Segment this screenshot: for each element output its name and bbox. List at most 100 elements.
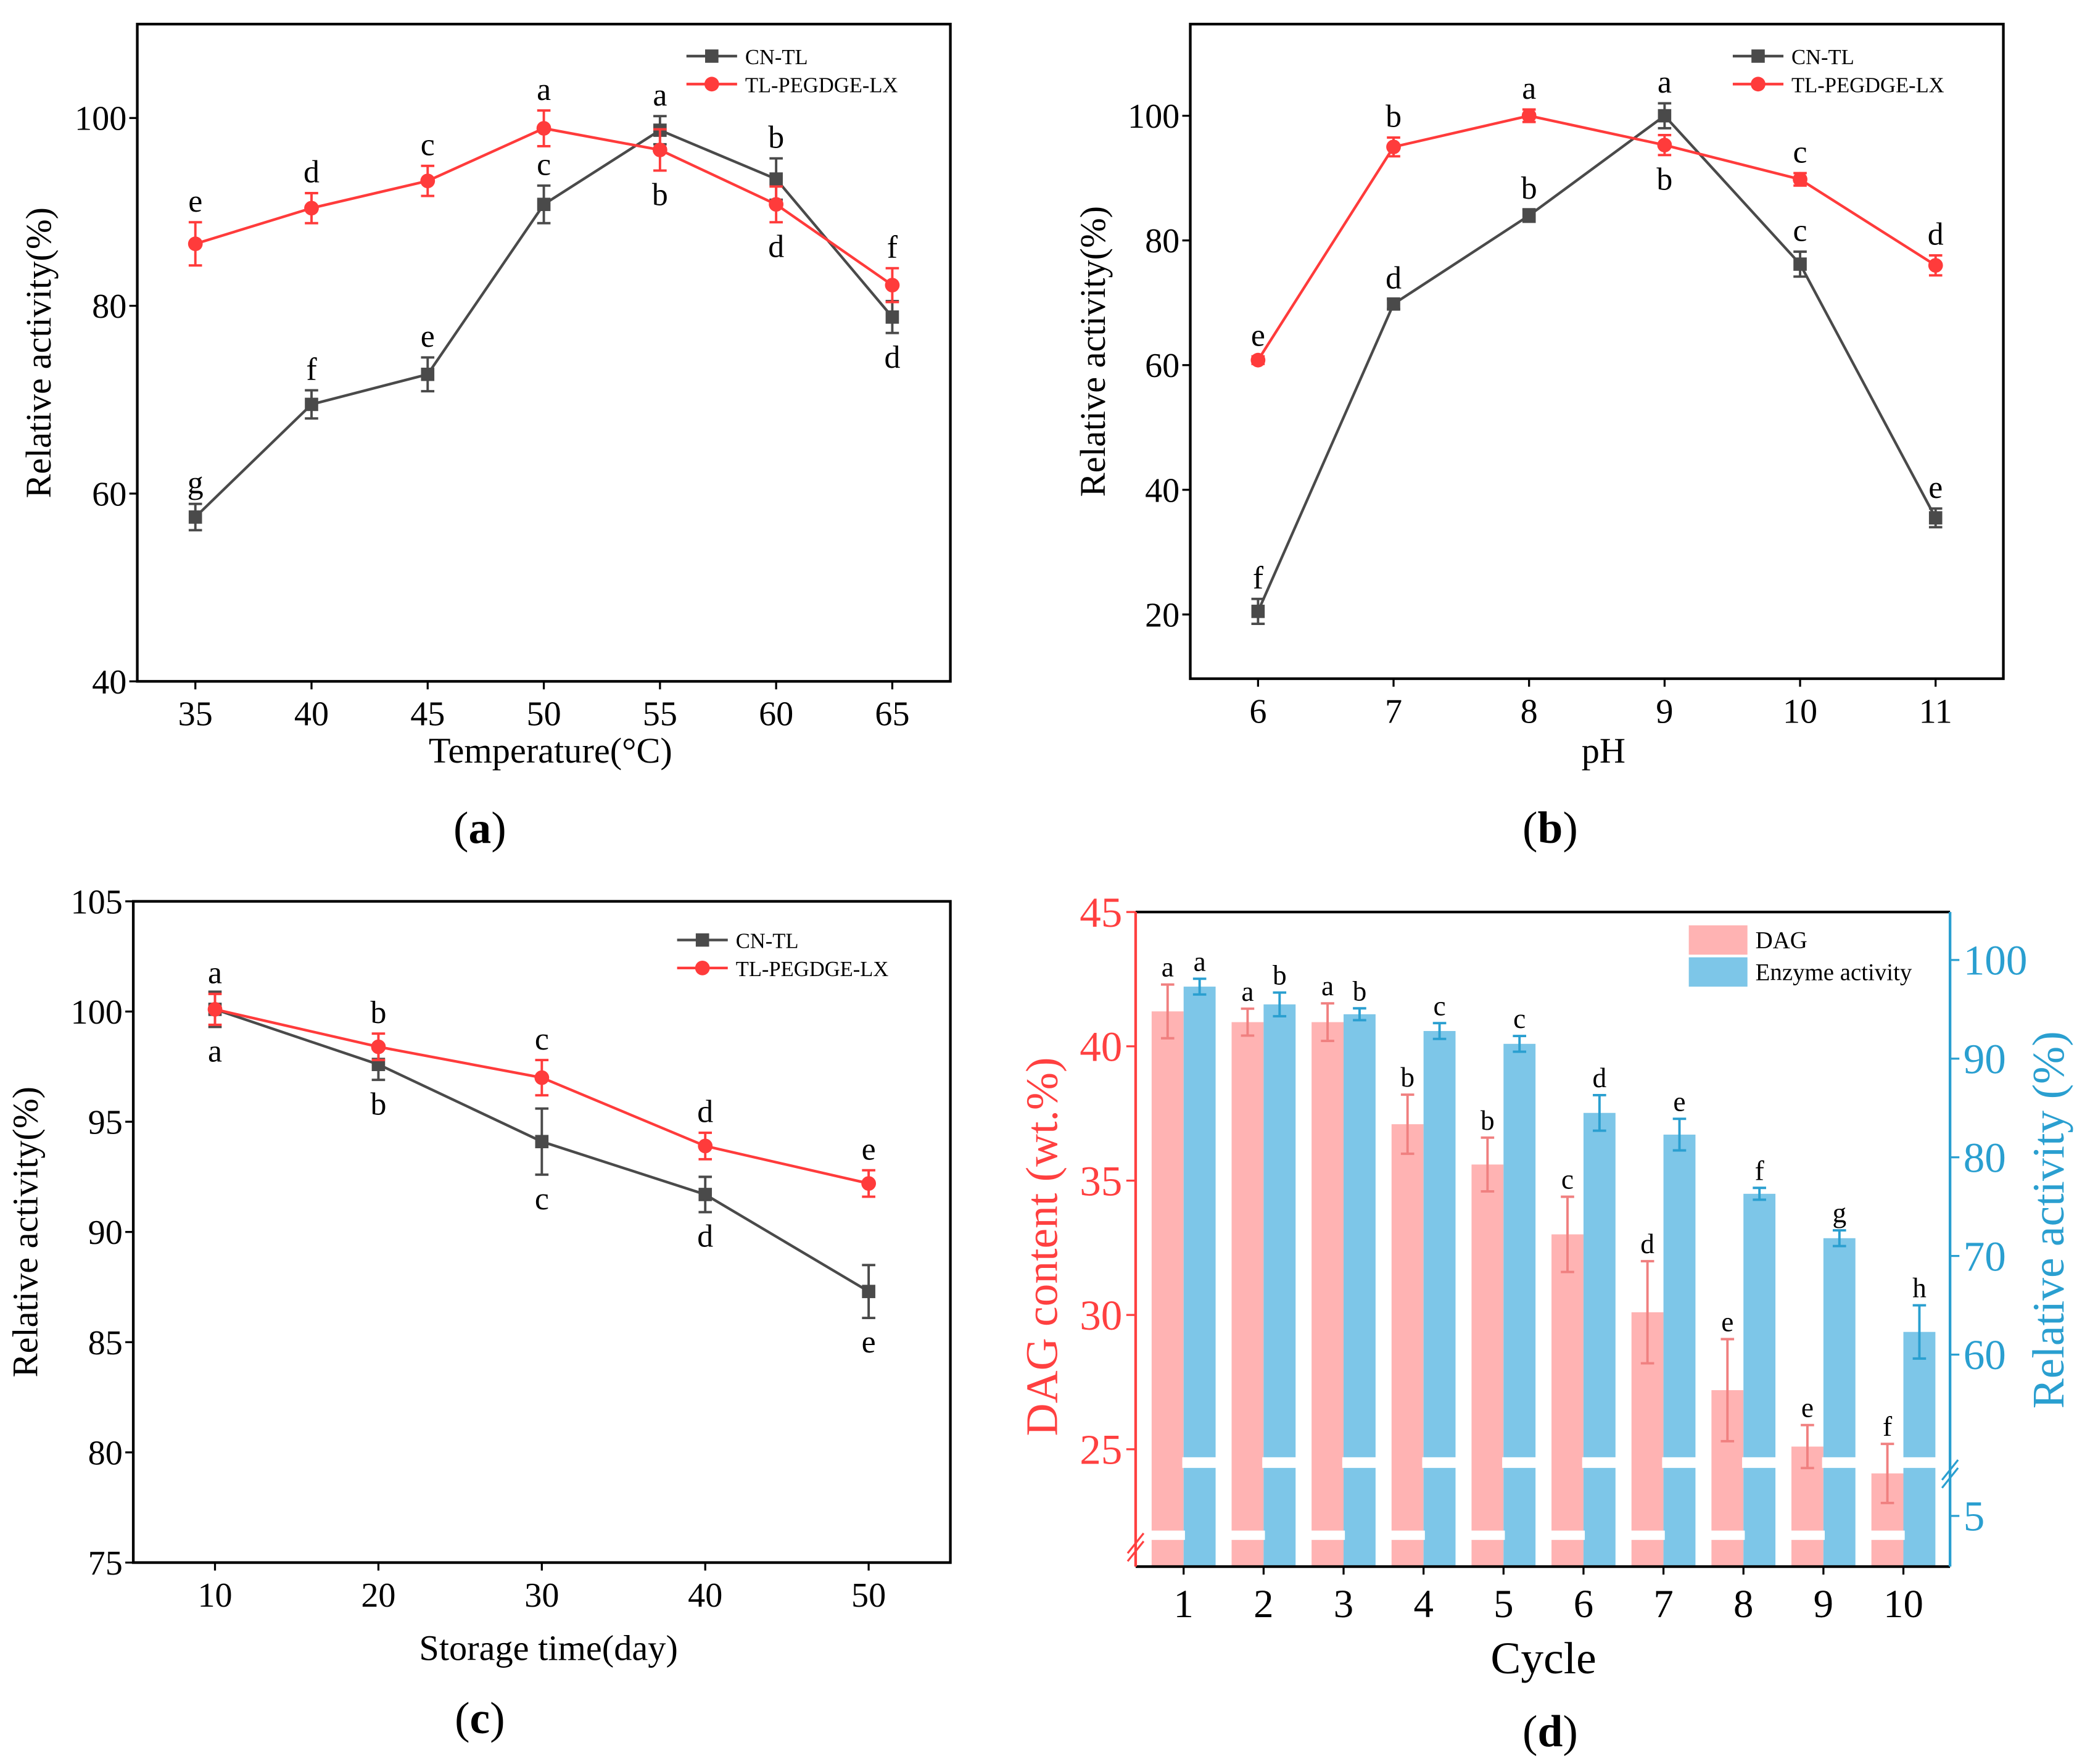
error-bar bbox=[1160, 983, 1175, 1040]
right-y-tick-label: 100 bbox=[1964, 937, 2028, 984]
y-tick-label: 75 bbox=[88, 1544, 123, 1583]
significance-letter: e bbox=[188, 184, 202, 219]
x-tick-label: 30 bbox=[524, 1576, 559, 1615]
data-point-square bbox=[188, 510, 202, 524]
y-tick-label: 40 bbox=[1145, 471, 1179, 510]
left-y-tick-label: 45 bbox=[1080, 888, 1122, 936]
error-bar bbox=[1801, 1423, 1814, 1470]
significance-letter: d bbox=[1593, 1062, 1607, 1093]
axis-break-gap bbox=[1790, 1530, 1825, 1540]
right-y-tick-label: 90 bbox=[1964, 1035, 2006, 1083]
x-tick-label: 20 bbox=[361, 1576, 395, 1615]
data-point-circle bbox=[207, 1001, 223, 1017]
right-axis-break-mark bbox=[1941, 1459, 1959, 1489]
significance-letter: c bbox=[1793, 213, 1807, 249]
error-bar bbox=[1481, 1136, 1495, 1193]
significance-letter: b bbox=[1353, 975, 1367, 1006]
significance-letter: c bbox=[421, 128, 435, 163]
legend-label: Enzyme activity bbox=[1756, 959, 1912, 985]
left-y-tick-label: 35 bbox=[1080, 1157, 1122, 1204]
legend-label: DAG bbox=[1756, 927, 1807, 953]
significance-letter: b bbox=[1656, 162, 1672, 197]
axis-break-gap bbox=[1262, 1457, 1297, 1468]
data-point-circle bbox=[536, 121, 551, 136]
significance-letter: b bbox=[1386, 99, 1402, 135]
significance-letter: d bbox=[697, 1095, 713, 1130]
y-tick-label: 60 bbox=[92, 475, 126, 513]
x-tick-label: 3 bbox=[1334, 1582, 1353, 1626]
significance-letter: d bbox=[697, 1219, 713, 1254]
significance-letter: c bbox=[535, 1022, 549, 1057]
legend-label: TL-PEGDGE-LX bbox=[1791, 73, 1944, 97]
y-tick-label: 100 bbox=[75, 100, 126, 138]
axis-break-gap bbox=[1582, 1457, 1617, 1468]
data-point-square bbox=[421, 367, 435, 381]
significance-letter: c bbox=[537, 147, 551, 183]
significance-letter: f bbox=[1253, 560, 1264, 595]
error-bar bbox=[1880, 1443, 1894, 1504]
legend-swatch bbox=[1688, 925, 1748, 955]
data-point-circle bbox=[534, 1070, 550, 1085]
y-axis-label: Relative activity(%) bbox=[19, 207, 59, 498]
x-tick-label: 1 bbox=[1174, 1582, 1194, 1626]
data-point-circle bbox=[698, 1138, 713, 1154]
bar-dag bbox=[1471, 1164, 1504, 1567]
legend-marker-circle bbox=[695, 960, 710, 975]
x-tick-label: 7 bbox=[1653, 1582, 1673, 1626]
panel-label-paren: ( bbox=[1522, 803, 1537, 853]
x-tick-label: 10 bbox=[1783, 692, 1817, 731]
legend-marker-square bbox=[1751, 49, 1765, 63]
significance-letter: f bbox=[1883, 1411, 1893, 1442]
panel-label: (c) bbox=[455, 1693, 505, 1743]
significance-letter: e bbox=[1721, 1306, 1733, 1337]
panel-label: (a) bbox=[453, 803, 506, 853]
y-tick-label: 100 bbox=[71, 993, 123, 1032]
bar-enzyme-activity bbox=[1743, 1193, 1776, 1567]
data-point-circle bbox=[1928, 258, 1943, 273]
legend-label: CN-TL bbox=[745, 46, 808, 69]
axis-break-gap bbox=[1630, 1530, 1665, 1540]
x-axis-label: Temperature(°C) bbox=[429, 731, 672, 771]
data-point-circle bbox=[769, 197, 784, 212]
axis-break-gap bbox=[1150, 1530, 1185, 1540]
significance-letter: a bbox=[208, 1034, 222, 1069]
significance-letter: a bbox=[1321, 971, 1334, 1001]
error-bar bbox=[1753, 1186, 1766, 1201]
data-point-square bbox=[1387, 297, 1400, 311]
legend-label: CN-TL bbox=[736, 929, 799, 953]
y-axis-label: Relative activity(%) bbox=[6, 1087, 46, 1377]
bar-dag bbox=[1551, 1234, 1584, 1567]
panel-c-storage-chart: 10 20 30 40 50 75 80 85 90 95 100 105 Storage time(d… bbox=[6, 883, 952, 1743]
error-bar bbox=[1353, 1007, 1366, 1022]
data-point-square bbox=[1251, 605, 1265, 618]
y-tick-label: 40 bbox=[92, 663, 126, 702]
bar-dag bbox=[1311, 1022, 1344, 1567]
significance-letter: a bbox=[653, 78, 667, 113]
y-tick-label: 60 bbox=[1145, 347, 1179, 385]
data-point-circle bbox=[420, 173, 436, 189]
left-y-tick-label: 40 bbox=[1080, 1023, 1122, 1070]
x-axis-label: Storage time(day) bbox=[419, 1628, 677, 1668]
legend-swatch bbox=[1688, 957, 1748, 987]
x-tick-label: 10 bbox=[1883, 1582, 1923, 1626]
axis-break-gap bbox=[1342, 1457, 1378, 1468]
significance-letter: e bbox=[1928, 470, 1943, 505]
plot-frame bbox=[131, 900, 952, 1564]
legend-marker-square bbox=[705, 49, 719, 63]
right-y-tick-label: 70 bbox=[1964, 1232, 2006, 1280]
significance-letter: e bbox=[1251, 318, 1265, 353]
panel-label-paren: ( bbox=[1522, 1707, 1537, 1757]
error-bar bbox=[1640, 1260, 1654, 1365]
error-bar bbox=[1912, 1304, 1927, 1360]
x-tick-label: 55 bbox=[643, 695, 677, 734]
panel-label-letter: a bbox=[468, 803, 491, 853]
axis-break-gap bbox=[1390, 1530, 1425, 1540]
x-tick-label: 35 bbox=[178, 695, 213, 734]
error-bar bbox=[1672, 1117, 1687, 1152]
axis-break-gap bbox=[1662, 1457, 1697, 1468]
left-y-tick-label: 30 bbox=[1080, 1291, 1122, 1339]
x-tick-label: 60 bbox=[759, 695, 793, 734]
panel-b-ph-chart: 6 7 8 9 10 11 20 40 60 80 100 pH Relative activity(%… bbox=[1073, 22, 2005, 853]
axis-break-gap bbox=[1822, 1457, 1857, 1468]
